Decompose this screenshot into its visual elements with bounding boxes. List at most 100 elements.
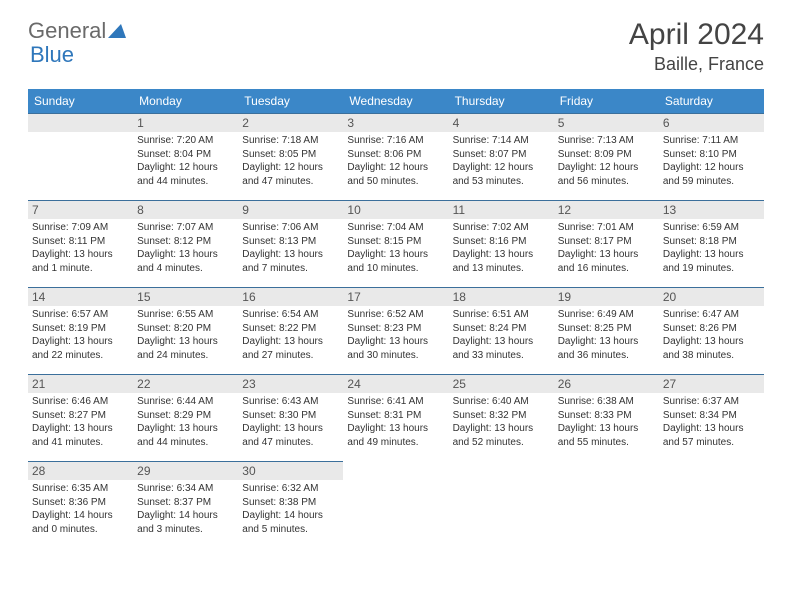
- daylight-line: Daylight: 13 hours and 38 minutes.: [663, 335, 760, 362]
- daylight-line: Daylight: 12 hours and 53 minutes.: [453, 161, 550, 188]
- sunset-line: Sunset: 8:16 PM: [453, 235, 550, 249]
- daylight-line: Daylight: 12 hours and 50 minutes.: [347, 161, 444, 188]
- day-cell: 12Sunrise: 7:01 AMSunset: 8:17 PMDayligh…: [554, 200, 659, 287]
- sunset-line: Sunset: 8:36 PM: [32, 496, 129, 510]
- day-number: 17: [343, 288, 448, 306]
- sunrise-line: Sunrise: 6:51 AM: [453, 308, 550, 322]
- sunrise-line: Sunrise: 7:20 AM: [137, 134, 234, 148]
- sunset-line: Sunset: 8:30 PM: [242, 409, 339, 423]
- day-cell: 18Sunrise: 6:51 AMSunset: 8:24 PMDayligh…: [449, 287, 554, 374]
- weekday-header: Sunday: [28, 89, 133, 113]
- sunrise-line: Sunrise: 6:55 AM: [137, 308, 234, 322]
- sunrise-line: Sunrise: 7:02 AM: [453, 221, 550, 235]
- daylight-line: Daylight: 14 hours and 0 minutes.: [32, 509, 129, 536]
- daylight-line: Daylight: 13 hours and 19 minutes.: [663, 248, 760, 275]
- day-cell: 27Sunrise: 6:37 AMSunset: 8:34 PMDayligh…: [659, 374, 764, 461]
- day-number: 28: [28, 462, 133, 480]
- sunrise-line: Sunrise: 6:47 AM: [663, 308, 760, 322]
- day-cell: 7 Sunrise: 7:09 AMSunset: 8:11 PMDaylight…: [28, 200, 133, 287]
- sunrise-line: Sunrise: 6:46 AM: [32, 395, 129, 409]
- daylight-line: Daylight: 13 hours and 49 minutes.: [347, 422, 444, 449]
- day-cell: 14Sunrise: 6:57 AMSunset: 8:19 PMDayligh…: [28, 287, 133, 374]
- day-number: 25: [449, 375, 554, 393]
- day-cell: 4Sunrise: 7:14 AMSunset: 8:07 PMDaylight…: [449, 113, 554, 200]
- day-cell-empty: [343, 461, 448, 548]
- sunset-line: Sunset: 8:26 PM: [663, 322, 760, 336]
- day-cell: 25Sunrise: 6:40 AMSunset: 8:32 PMDayligh…: [449, 374, 554, 461]
- daylight-line: Daylight: 13 hours and 7 minutes.: [242, 248, 339, 275]
- day-number: 10: [343, 201, 448, 219]
- daylight-line: Daylight: 13 hours and 47 minutes.: [242, 422, 339, 449]
- day-cell-empty: [28, 113, 133, 200]
- sunrise-line: Sunrise: 7:01 AM: [558, 221, 655, 235]
- weekday-header: Wednesday: [343, 89, 448, 113]
- sunrise-line: Sunrise: 6:49 AM: [558, 308, 655, 322]
- daylight-line: Daylight: 13 hours and 44 minutes.: [137, 422, 234, 449]
- weekday-header: Monday: [133, 89, 238, 113]
- daylight-line: Daylight: 13 hours and 24 minutes.: [137, 335, 234, 362]
- weekday-header: Tuesday: [238, 89, 343, 113]
- daylight-line: Daylight: 13 hours and 27 minutes.: [242, 335, 339, 362]
- daylight-line: Daylight: 13 hours and 41 minutes.: [32, 422, 129, 449]
- sunrise-line: Sunrise: 6:52 AM: [347, 308, 444, 322]
- days-grid: 1Sunrise: 7:20 AMSunset: 8:04 PMDaylight…: [28, 113, 764, 548]
- day-number: 22: [133, 375, 238, 393]
- sunset-line: Sunset: 8:20 PM: [137, 322, 234, 336]
- sunrise-line: Sunrise: 7:14 AM: [453, 134, 550, 148]
- day-number: 21: [28, 375, 133, 393]
- weekday-header: Saturday: [659, 89, 764, 113]
- day-cell: 24Sunrise: 6:41 AMSunset: 8:31 PMDayligh…: [343, 374, 448, 461]
- sunrise-line: Sunrise: 7:09 AM: [32, 221, 129, 235]
- logo-text-general: General: [28, 18, 106, 44]
- sunrise-line: Sunrise: 6:37 AM: [663, 395, 760, 409]
- sunset-line: Sunset: 8:19 PM: [32, 322, 129, 336]
- sunset-line: Sunset: 8:31 PM: [347, 409, 444, 423]
- sunrise-line: Sunrise: 6:32 AM: [242, 482, 339, 496]
- sunrise-line: Sunrise: 6:57 AM: [32, 308, 129, 322]
- day-cell-empty: [449, 461, 554, 548]
- day-number: 19: [554, 288, 659, 306]
- day-cell: 29Sunrise: 6:34 AMSunset: 8:37 PMDayligh…: [133, 461, 238, 548]
- day-number: 29: [133, 462, 238, 480]
- day-number: 14: [28, 288, 133, 306]
- sunrise-line: Sunrise: 7:06 AM: [242, 221, 339, 235]
- weekday-header: Friday: [554, 89, 659, 113]
- sunrise-line: Sunrise: 6:35 AM: [32, 482, 129, 496]
- day-number: 1: [133, 114, 238, 132]
- sunset-line: Sunset: 8:05 PM: [242, 148, 339, 162]
- day-number: 30: [238, 462, 343, 480]
- day-number: 7: [28, 201, 133, 219]
- day-cell: 13Sunrise: 6:59 AMSunset: 8:18 PMDayligh…: [659, 200, 764, 287]
- day-cell: 17Sunrise: 6:52 AMSunset: 8:23 PMDayligh…: [343, 287, 448, 374]
- day-cell: 22Sunrise: 6:44 AMSunset: 8:29 PMDayligh…: [133, 374, 238, 461]
- day-number: 4: [449, 114, 554, 132]
- sunset-line: Sunset: 8:11 PM: [32, 235, 129, 249]
- sunset-line: Sunset: 8:12 PM: [137, 235, 234, 249]
- day-cell: 10Sunrise: 7:04 AMSunset: 8:15 PMDayligh…: [343, 200, 448, 287]
- day-number: 5: [554, 114, 659, 132]
- day-number: 13: [659, 201, 764, 219]
- logo: General: [28, 18, 126, 44]
- day-cell: 16Sunrise: 6:54 AMSunset: 8:22 PMDayligh…: [238, 287, 343, 374]
- daylight-line: Daylight: 13 hours and 52 minutes.: [453, 422, 550, 449]
- logo-blue-line: Blue: [30, 42, 74, 68]
- sunrise-line: Sunrise: 6:41 AM: [347, 395, 444, 409]
- day-cell: 1Sunrise: 7:20 AMSunset: 8:04 PMDaylight…: [133, 113, 238, 200]
- day-number: 3: [343, 114, 448, 132]
- sunrise-line: Sunrise: 7:18 AM: [242, 134, 339, 148]
- sunrise-line: Sunrise: 7:04 AM: [347, 221, 444, 235]
- daylight-line: Daylight: 14 hours and 5 minutes.: [242, 509, 339, 536]
- day-number: 9: [238, 201, 343, 219]
- day-number: 20: [659, 288, 764, 306]
- daylight-line: Daylight: 12 hours and 44 minutes.: [137, 161, 234, 188]
- day-cell: 3Sunrise: 7:16 AMSunset: 8:06 PMDaylight…: [343, 113, 448, 200]
- day-cell: 15Sunrise: 6:55 AMSunset: 8:20 PMDayligh…: [133, 287, 238, 374]
- daylight-line: Daylight: 12 hours and 47 minutes.: [242, 161, 339, 188]
- daylight-line: Daylight: 13 hours and 1 minute.: [32, 248, 129, 275]
- daylight-line: Daylight: 13 hours and 10 minutes.: [347, 248, 444, 275]
- sunset-line: Sunset: 8:09 PM: [558, 148, 655, 162]
- day-cell: 26Sunrise: 6:38 AMSunset: 8:33 PMDayligh…: [554, 374, 659, 461]
- day-number: 8: [133, 201, 238, 219]
- weekday-header-row: SundayMondayTuesdayWednesdayThursdayFrid…: [28, 89, 764, 113]
- day-number: 16: [238, 288, 343, 306]
